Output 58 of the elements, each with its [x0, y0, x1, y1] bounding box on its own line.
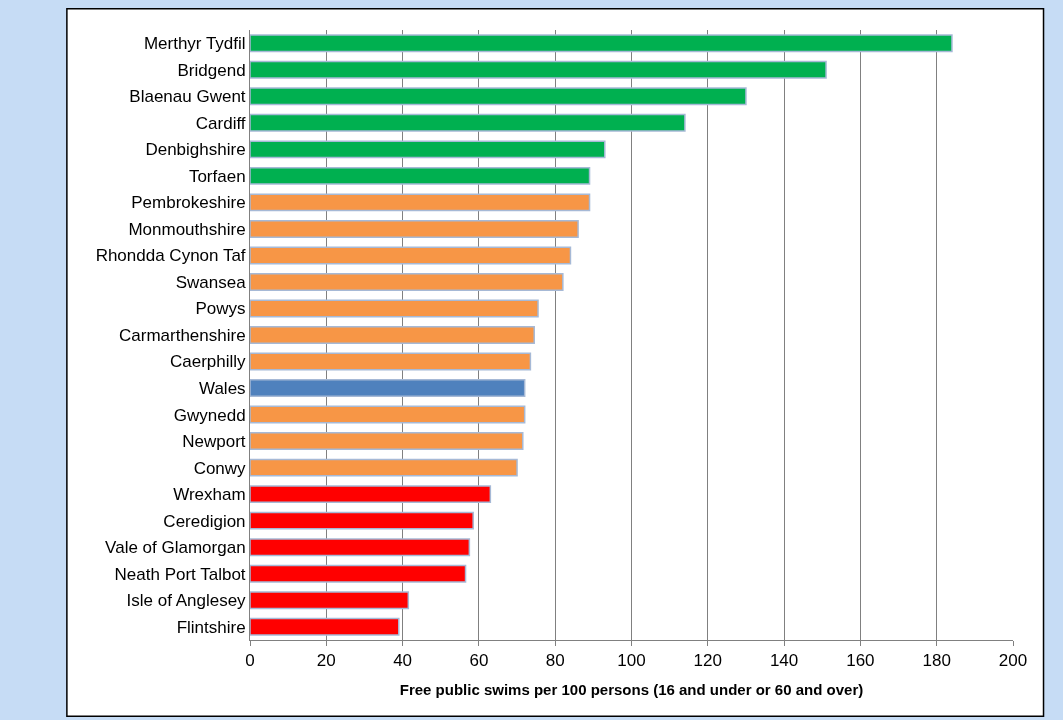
x-tick-label: 200 [998, 651, 1028, 671]
y-tick-label: Caerphilly [170, 352, 247, 372]
bar [250, 352, 532, 371]
x-tick-label: 0 [245, 651, 255, 671]
y-tick-label: Neath Port Talbot [114, 564, 246, 584]
y-tick-label: Rhondda Cynon Taf [95, 246, 246, 266]
bar [250, 219, 579, 238]
y-tick-label: Flintshire [176, 617, 246, 637]
y-tick-label: Gwynedd [173, 405, 246, 425]
y-tick-label: Pembrokeshire [131, 193, 246, 213]
bar [250, 379, 526, 398]
y-tick-label: Swansea [175, 272, 247, 292]
bar [250, 511, 474, 530]
x-tick-label: 100 [617, 651, 646, 671]
x-tick-label: 160 [846, 651, 875, 671]
y-tick-label: Conwy [193, 458, 247, 478]
x-tick-label: 80 [545, 651, 565, 671]
y-tick-label: Cardiff [195, 113, 246, 133]
bar [250, 113, 686, 132]
y-tick-label: Denbighshire [145, 140, 246, 160]
x-tick-label: 40 [393, 651, 413, 671]
bar [250, 564, 467, 583]
bar [250, 60, 827, 79]
bar [250, 272, 564, 291]
bar [250, 299, 539, 318]
bar [250, 166, 591, 185]
bar [250, 87, 747, 106]
x-axis-title: Free public swims per 100 persons (16 and under or 60 and over) [399, 681, 864, 699]
bar [250, 458, 518, 477]
x-tick-label: 60 [469, 651, 489, 671]
y-tick-label: Wrexham [173, 485, 246, 505]
bar [250, 485, 492, 504]
y-tick-label: Carmarthenshire [118, 325, 246, 345]
bar [250, 193, 591, 212]
y-tick-label: Vale of Glamorgan [105, 538, 246, 558]
y-tick-label: Bridgend [177, 60, 246, 80]
bar [250, 538, 471, 557]
bar [250, 34, 953, 53]
y-tick-label: Powys [195, 299, 246, 319]
bar [250, 432, 524, 451]
bar [250, 246, 572, 265]
y-tick-label: Merthyr Tydfil [143, 34, 246, 54]
y-tick-label: Monmouthshire [128, 219, 246, 239]
bar [250, 591, 410, 610]
bar [250, 140, 606, 159]
y-tick-label: Blaenau Gwent [129, 87, 246, 107]
bar [250, 405, 526, 424]
y-tick-label: Torfaen [188, 166, 246, 186]
y-tick-label: Ceredigion [163, 511, 246, 531]
bar [250, 326, 535, 344]
x-tick-label: 180 [922, 651, 951, 671]
y-tick-label: Wales [198, 378, 246, 398]
y-tick-label: Isle of Anglesey [126, 591, 247, 611]
x-tick-label: 20 [316, 651, 336, 671]
y-tick-label: Newport [182, 432, 246, 452]
bar [250, 617, 400, 636]
x-tick-label: 120 [693, 651, 722, 671]
x-tick-label: 140 [769, 651, 799, 671]
